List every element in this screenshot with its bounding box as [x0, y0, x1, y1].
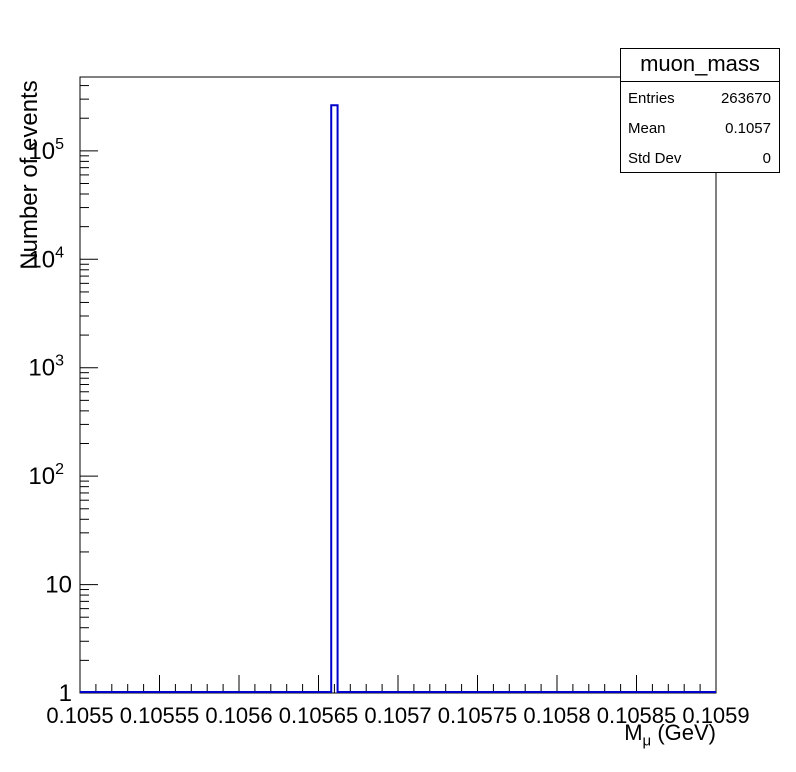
stats-key: Mean	[628, 120, 666, 137]
x-tick-label: 0.1057	[364, 703, 431, 728]
histogram-line	[80, 104, 716, 693]
x-axis-label-main: M	[624, 720, 643, 745]
y-tick-label: 10	[45, 572, 72, 599]
stats-value: 0	[762, 150, 771, 167]
x-tick-label: 0.10565	[279, 703, 359, 728]
x-tick-label: 0.1056	[205, 703, 272, 728]
stats-row-entries: Entries 263670	[621, 82, 779, 112]
y-tick-label: 1	[59, 680, 72, 707]
y-tick-label: 102	[28, 461, 64, 490]
y-axis-label: Number of events	[16, 80, 43, 270]
stats-key: Entries	[628, 90, 675, 107]
y-tick-label: 103	[28, 353, 64, 382]
x-axis-label-unit: (GeV)	[657, 720, 716, 745]
x-tick-label: 0.10585	[597, 703, 677, 728]
x-tick-label: 0.1055	[46, 703, 113, 728]
x-tick-label: 0.1058	[523, 703, 590, 728]
stats-row-stddev: Std Dev 0	[621, 142, 779, 172]
x-tick-label: 0.10575	[438, 703, 518, 728]
stats-box-title: muon_mass	[621, 49, 779, 82]
y-tick-label: 104	[28, 244, 64, 273]
y-tick-label: 105	[28, 136, 64, 165]
stats-key: Std Dev	[628, 150, 682, 167]
x-axis-label: Mμ (GeV)	[624, 720, 716, 749]
x-tick-label: 0.10555	[120, 703, 200, 728]
stats-row-mean: Mean 0.1057	[621, 112, 779, 142]
stats-value: 0.1057	[725, 120, 771, 137]
x-tick-label: 0.1059	[682, 703, 749, 728]
stats-value: 263670	[720, 90, 771, 107]
x-axis-ticks: 0.1055 0.10555 0.1056 0.10565 0.1057 0.10575 0…	[46, 675, 750, 728]
x-axis-label-sub: μ	[642, 732, 652, 750]
y-axis-ticks: 1 10 102 103 104 105	[28, 85, 98, 707]
stats-box: muon_mass Entries 263670 Mean 0.1057 Std…	[620, 48, 780, 173]
